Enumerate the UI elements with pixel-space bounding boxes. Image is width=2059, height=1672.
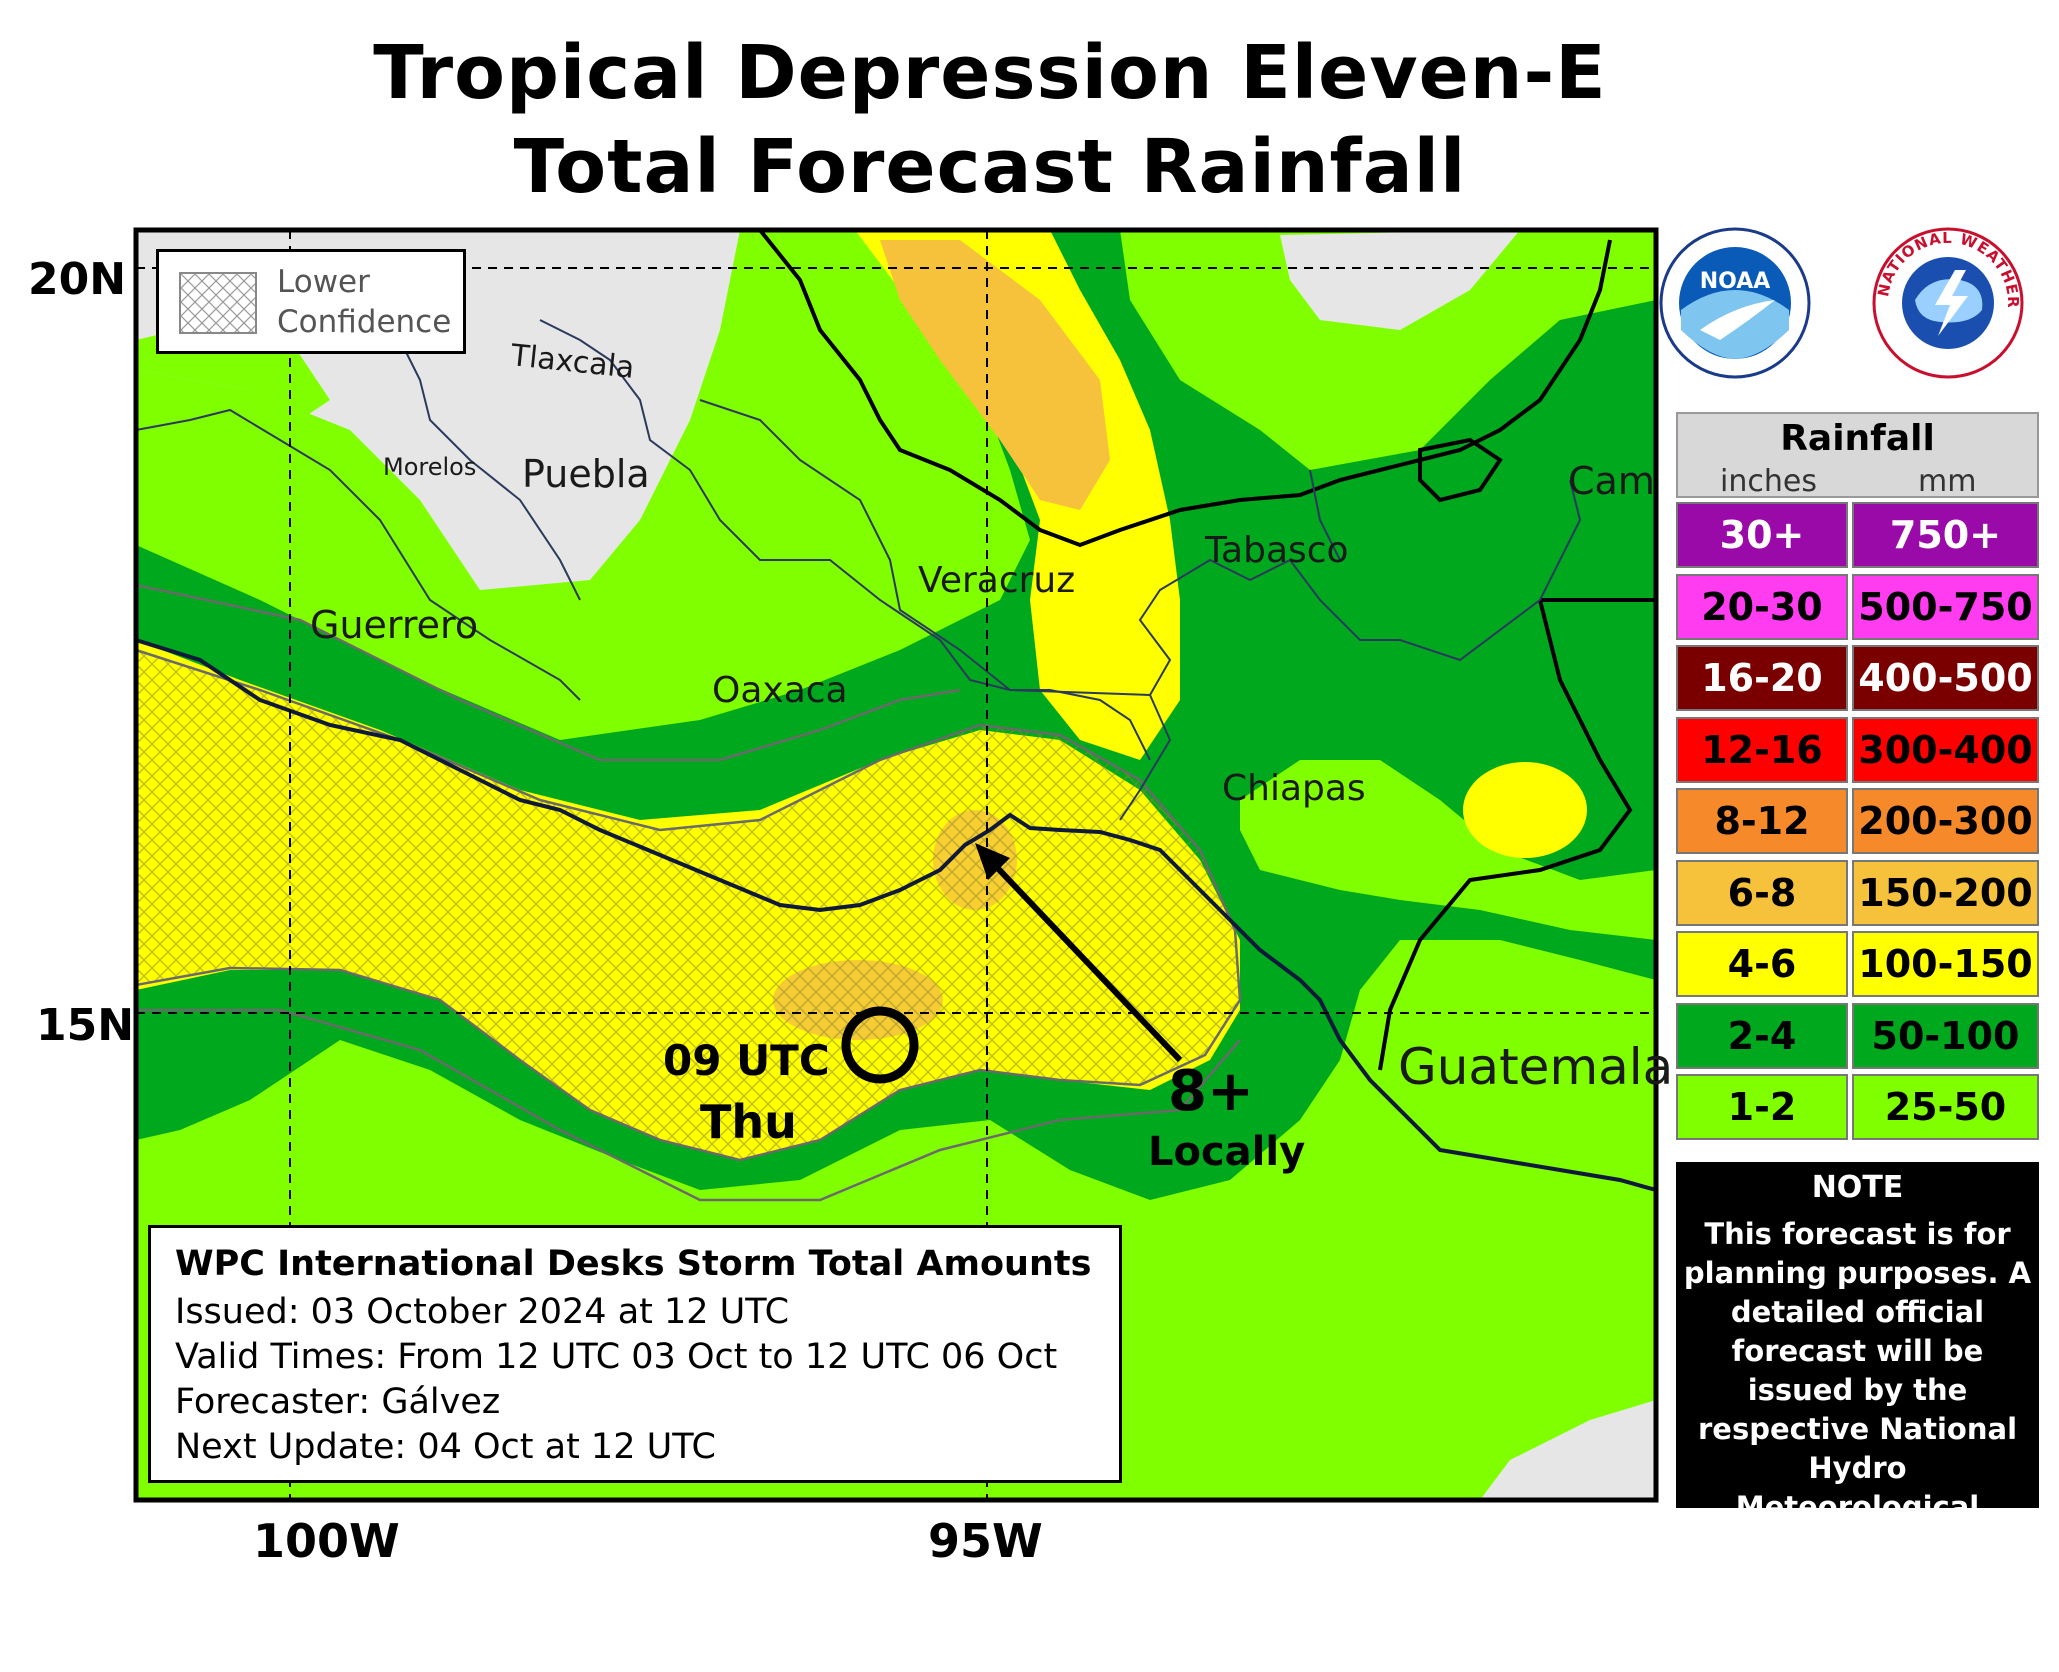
label-guerrero: Guerrero xyxy=(310,603,478,647)
noaa-text: NOAA xyxy=(1700,269,1771,294)
info-next-update: Next Update: 04 Oct at 12 UTC xyxy=(175,1427,716,1467)
gulf-coastline xyxy=(758,230,1612,548)
local-max-value: 8+ xyxy=(1168,1059,1254,1124)
lat-label-20n: 20N xyxy=(28,254,127,305)
legend-unit-mm: mm xyxy=(1918,464,1977,499)
label-puebla: Puebla xyxy=(522,452,650,496)
storm-time-label: 09 UTC xyxy=(663,1036,830,1085)
lon-label-95w: 95W xyxy=(928,1514,1043,1568)
legend-cell-inches: 8-12 xyxy=(1676,788,1848,854)
confidence-label-line-1: Lower xyxy=(277,264,370,300)
lower-confidence-legend: Lower Confidence xyxy=(156,249,466,354)
legend-cell-mm: 150-200 xyxy=(1852,859,2039,926)
legend-cell-inches: 12-16 xyxy=(1676,716,1848,783)
legend-cell-inches: 30+ xyxy=(1676,502,1848,568)
rain-4-6-veracruz-band xyxy=(855,230,1180,760)
map-title-line-1: Tropical Depression Eleven-E xyxy=(373,30,1607,116)
label-chiapas: Chiapas xyxy=(1222,768,1366,809)
pacific-coastline xyxy=(136,638,1656,1192)
legend-cell-mm: 750+ xyxy=(1852,502,2039,568)
info-issued: Issued: 03 October 2024 at 12 UTC xyxy=(175,1292,790,1332)
info-valid-times: Valid Times: From 12 UTC 03 Oct to 12 UT… xyxy=(175,1337,1058,1377)
legend-cell-mm: 500-750 xyxy=(1852,573,2039,640)
map-frame xyxy=(133,227,1659,1503)
rainfall-legend-header: Rainfall inches mm xyxy=(1676,412,2039,499)
note-box: NOTE This forecast is for planning purpo… xyxy=(1676,1162,2039,1563)
lat-label-15n: 15N xyxy=(36,1000,135,1051)
label-oaxaca: Oaxaca xyxy=(712,670,848,711)
note-title: NOTE xyxy=(1811,1170,1904,1205)
storm-day-label: Thu xyxy=(700,1095,797,1149)
rain-6-8-veracruz xyxy=(880,240,1110,510)
legend-cell-mm: 100-150 xyxy=(1852,931,2039,997)
mexico-guatemala-border xyxy=(1378,598,1656,1071)
confidence-label-line-2: Confidence xyxy=(277,304,452,340)
local-max-arrow xyxy=(987,857,1183,1063)
storm-info-box: WPC International Desks Storm Total Amou… xyxy=(148,1225,1122,1483)
local-max-text: Locally xyxy=(1148,1129,1305,1175)
no-rain-area-yucatan xyxy=(1280,230,1520,330)
label-veracruz: Veracruz xyxy=(918,560,1075,601)
legend-title: Rainfall xyxy=(1780,418,1935,459)
lon-label-100w: 100W xyxy=(253,1514,400,1568)
legend-unit-inches: inches xyxy=(1720,464,1817,499)
label-guatemala: Guatemala xyxy=(1398,1038,1673,1096)
map-title-line-2: Total Forecast Rainfall xyxy=(513,124,1467,210)
legend-cell-mm: 50-100 xyxy=(1852,1002,2039,1069)
legend-cell-mm: 300-400 xyxy=(1852,716,2039,783)
info-title: WPC International Desks Storm Total Amou… xyxy=(175,1244,1092,1284)
hatch-swatch xyxy=(179,272,257,334)
label-morelos: Morelos xyxy=(383,453,476,481)
legend-cell-inches: 2-4 xyxy=(1676,1002,1848,1069)
legend-cell-inches: 6-8 xyxy=(1676,859,1848,926)
legend-cell-inches: 4-6 xyxy=(1676,931,1848,997)
rain-1-2-chiapas xyxy=(1240,760,1656,940)
label-tabasco: Tabasco xyxy=(1204,530,1349,571)
legend-cell-mm: 25-50 xyxy=(1852,1074,2039,1140)
label-campeche-partial: Cam xyxy=(1568,459,1655,503)
noaa-logo: NOAA xyxy=(1659,227,1811,379)
storm-position-marker xyxy=(841,1006,919,1084)
legend-cell-inches: 20-30 xyxy=(1676,573,1848,640)
no-rain-area-southeast xyxy=(1480,1400,1656,1500)
info-forecaster: Forecaster: Gálvez xyxy=(175,1382,501,1422)
lower-confidence-region xyxy=(136,648,1242,1162)
legend-cell-inches: 1-2 xyxy=(1676,1074,1848,1140)
rain-1-2-oaxaca xyxy=(700,420,790,600)
note-text: This forecast is for planning purposes. … xyxy=(1683,1217,2032,1563)
legend-cell-mm: 200-300 xyxy=(1852,788,2039,854)
rain-4-6-east-blob xyxy=(1463,762,1587,858)
legend-cell-mm: 400-500 xyxy=(1852,645,2039,711)
legend-cell-inches: 16-20 xyxy=(1676,645,1848,711)
